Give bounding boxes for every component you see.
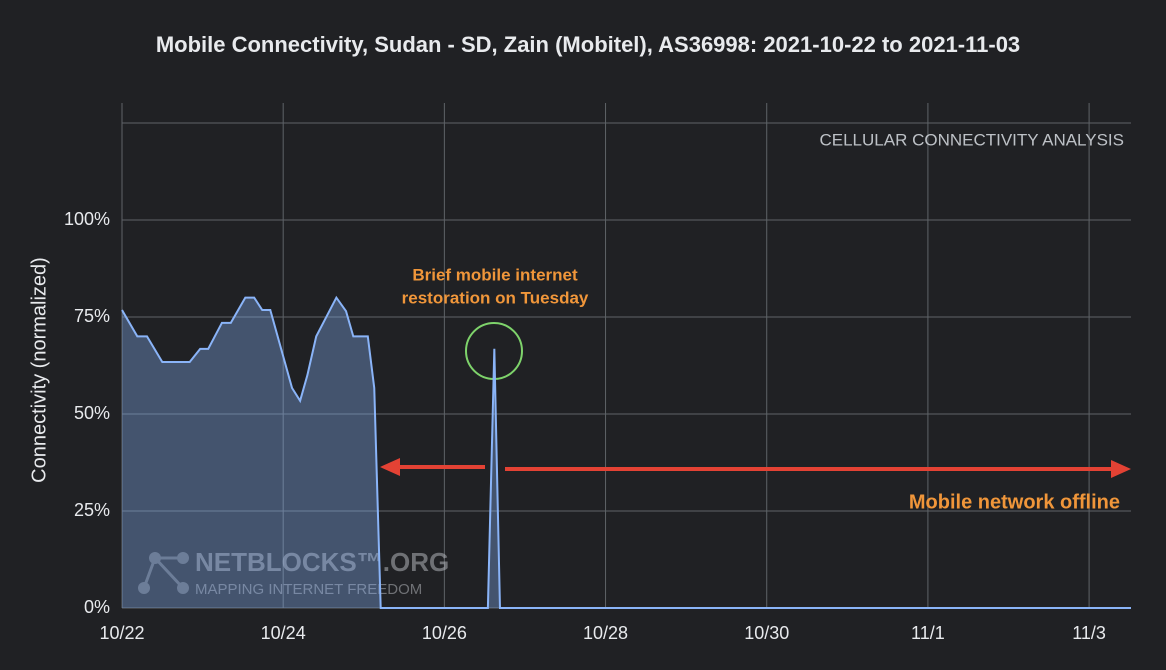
x-tick-label: 10/26 [422, 623, 467, 643]
area-fill [122, 297, 1131, 608]
series-line [121, 295, 1131, 609]
chart-title: Mobile Connectivity, Sudan - SD, Zain (M… [156, 32, 1020, 57]
annotation: Mobile network offline [909, 491, 1120, 513]
x-tick-label: 10/22 [99, 623, 144, 643]
x-tick-label: 11/1 [911, 623, 945, 643]
watermark: NETBLOCKS™.ORG MAPPING INTERNET FREEDOM [138, 547, 449, 598]
arrow-head [380, 458, 400, 476]
x-tick-label: 10/24 [261, 623, 306, 643]
y-axis-label: Connectivity (normalized) [28, 257, 50, 483]
y-tick-label: 0% [84, 597, 110, 617]
arrow-head [1111, 460, 1131, 478]
y-tick-label: 25% [74, 500, 110, 520]
x-tick-label: 10/30 [744, 623, 789, 643]
annotation: Brief mobile internet [412, 265, 578, 284]
x-tick-label: 11/3 [1072, 623, 1106, 643]
y-tick-label: 75% [74, 306, 110, 326]
analysis-label: CELLULAR CONNECTIVITY ANALYSIS [819, 130, 1124, 149]
offline-arrows [380, 458, 1131, 478]
logo-line [142, 556, 185, 590]
watermark-title: NETBLOCKS™.ORG [195, 547, 449, 577]
y-tick-label: 100% [64, 209, 110, 229]
annotation: restoration on Tuesday [402, 288, 589, 307]
x-tick-label: 10/28 [583, 623, 628, 643]
watermark-subtitle: MAPPING INTERNET FREEDOM [195, 581, 422, 598]
y-tick-label: 50% [74, 403, 110, 423]
